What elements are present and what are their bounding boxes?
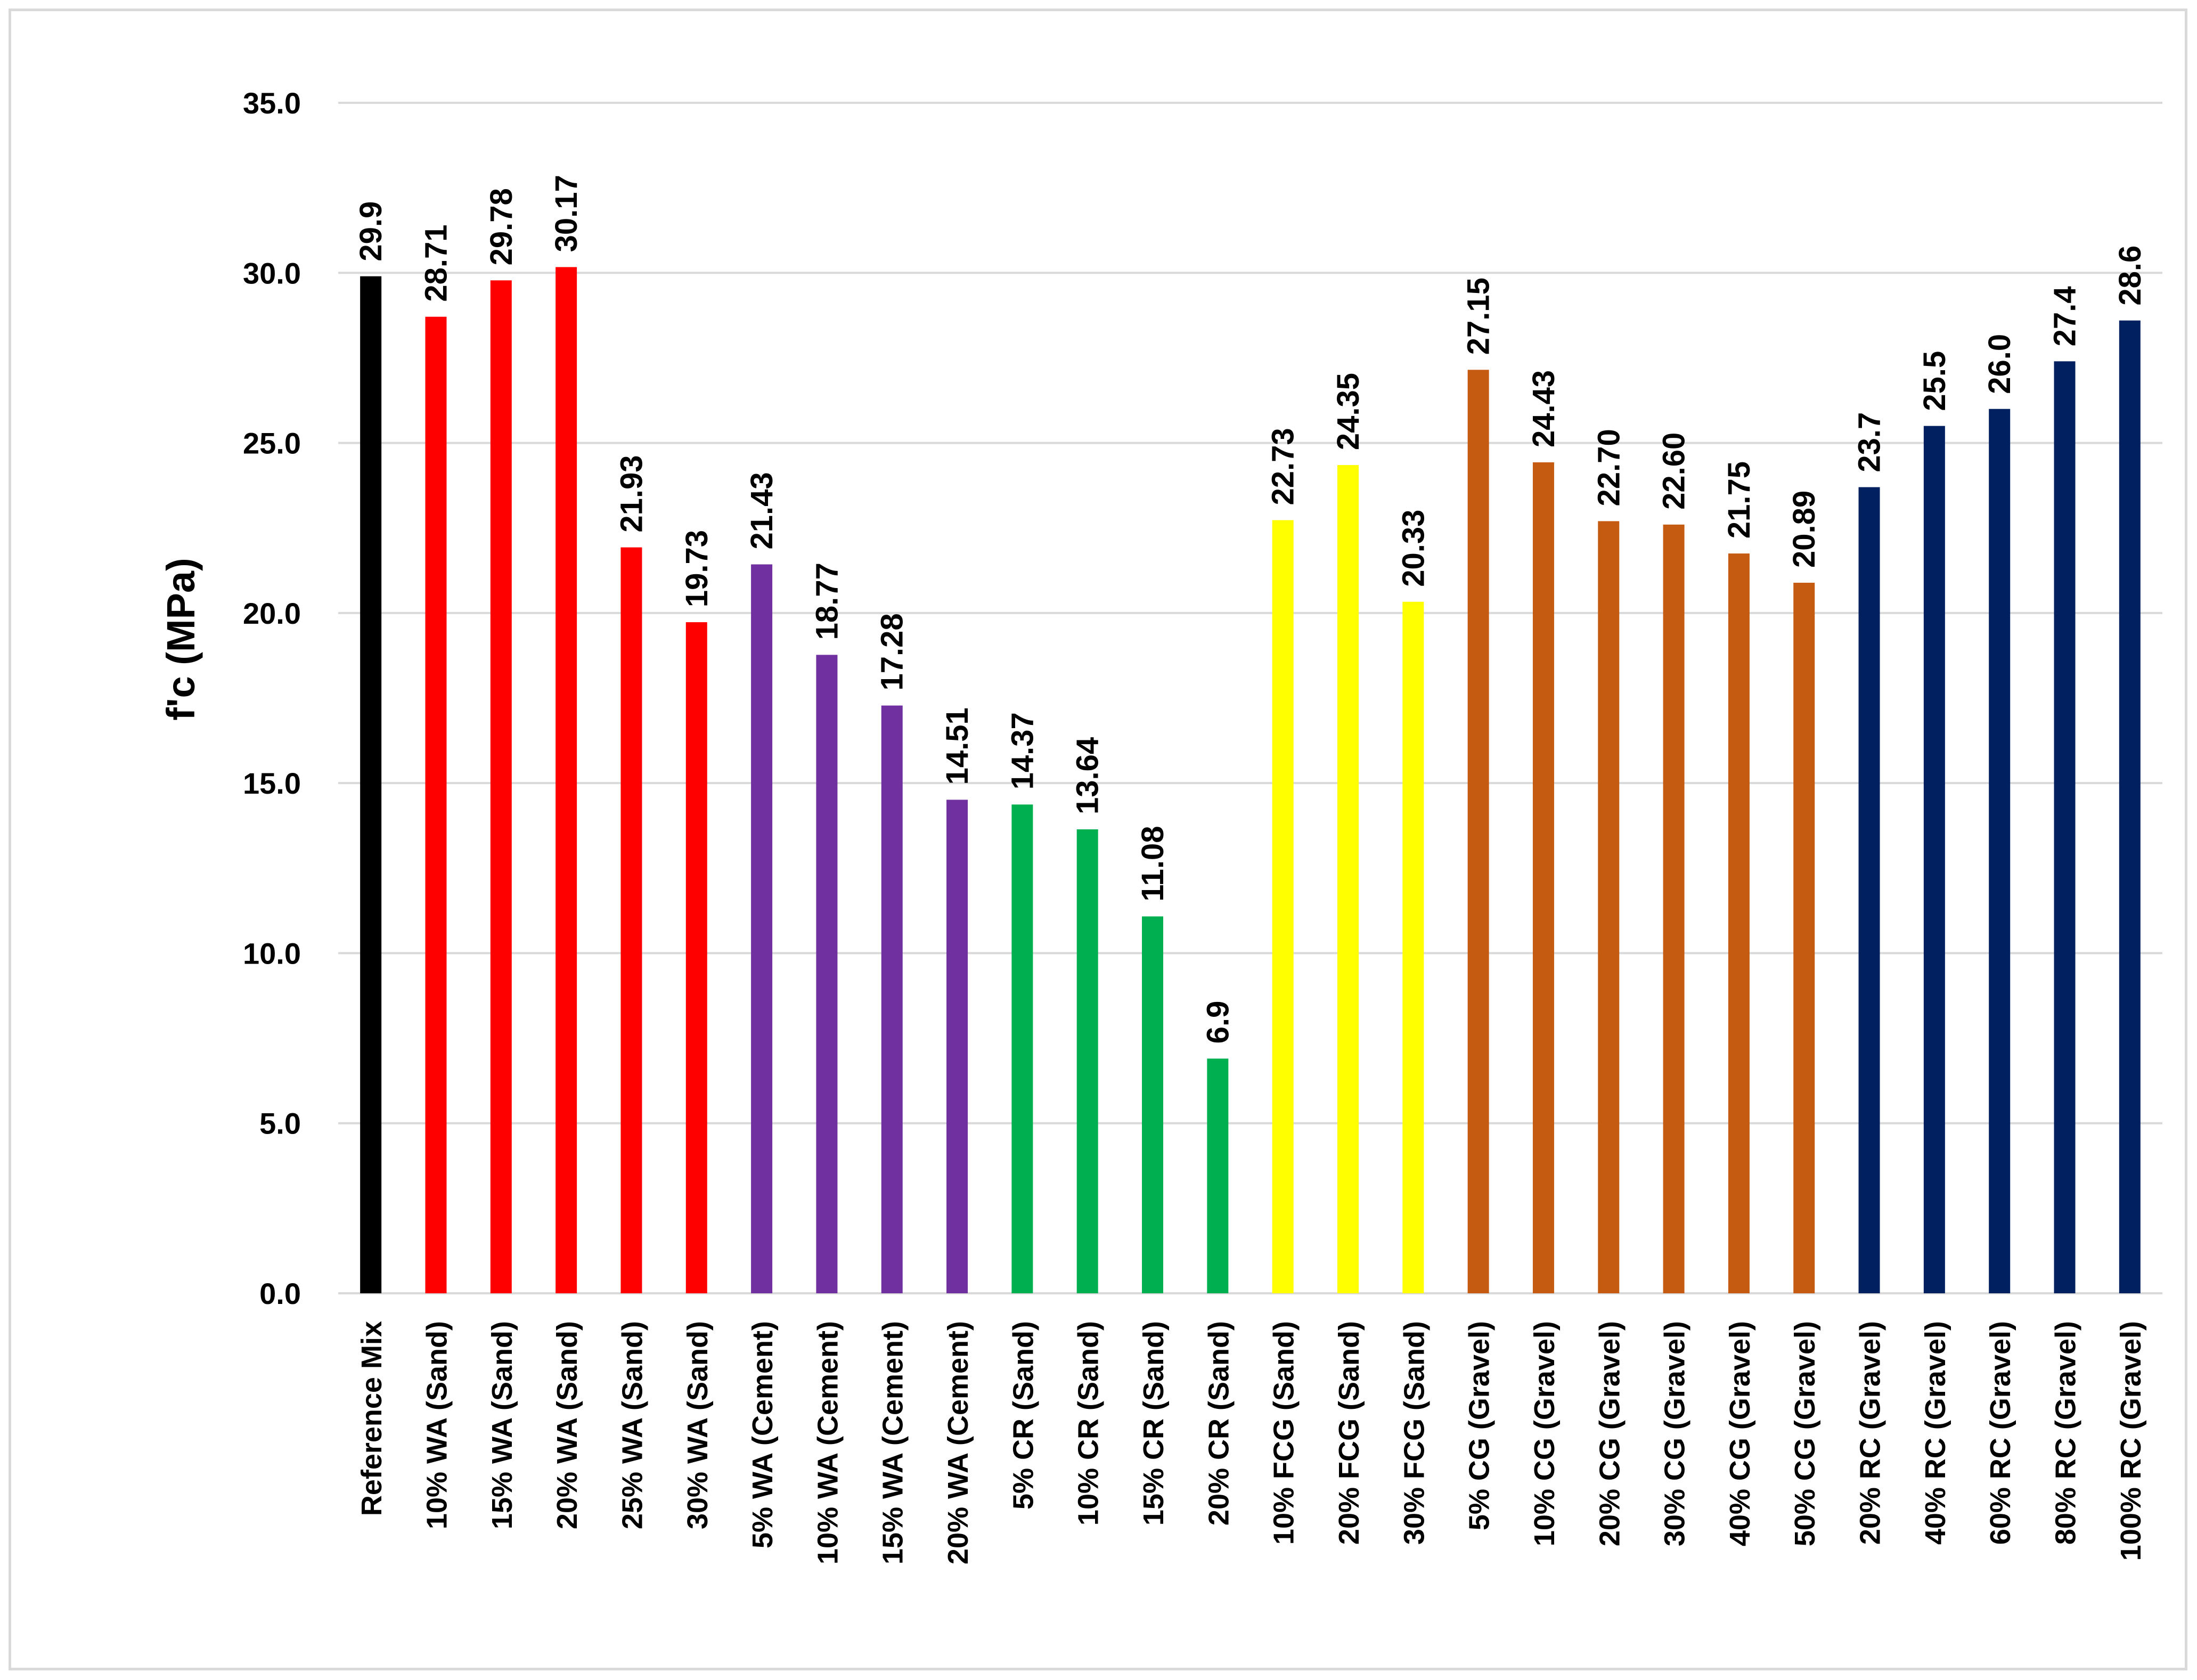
data-labels: 29.9 28.71 29.78 30.17 21.93 19.73 21.43 18.77 1… (354, 175, 2147, 1043)
y-axis-title: f'c (MPa) (159, 558, 203, 720)
y-tick-label: 0.0 (259, 1277, 301, 1310)
x-tick-label: Reference Mix (356, 1321, 388, 1516)
x-tick-label: 20% WA (Sand) (551, 1321, 583, 1529)
data-label: 29.9 (354, 201, 388, 262)
data-label: 29.78 (484, 188, 519, 265)
bar (1207, 1058, 1229, 1293)
bar (1989, 409, 2011, 1293)
y-tick-label: 15.0 (243, 766, 301, 800)
x-tick-label: 10% WA (Cement) (812, 1321, 844, 1564)
x-tick-label: 50% CG (Gravel) (1789, 1321, 1821, 1546)
bar (490, 280, 512, 1294)
bar (1923, 426, 1945, 1294)
data-label: 22.60 (1657, 433, 1692, 510)
gridlines (338, 102, 2162, 1294)
x-tick-label: 30% WA (Sand) (682, 1321, 714, 1529)
bar (1467, 370, 1489, 1293)
x-tick-label: 30% FCG (Sand) (1398, 1321, 1430, 1545)
bar (1402, 601, 1424, 1293)
data-label: 21.93 (614, 455, 649, 532)
y-tick-label: 20.0 (243, 597, 301, 630)
x-tick-label: 100% RC (Gravel) (2115, 1321, 2147, 1561)
x-tick-label: 5% WA (Cement) (747, 1321, 779, 1548)
x-tick-label: 20% WA (Cement) (942, 1321, 974, 1564)
x-tick-label: 10% CG (Gravel) (1529, 1321, 1561, 1546)
bar (816, 655, 838, 1293)
bar (1011, 804, 1033, 1293)
bar (360, 276, 382, 1294)
bar (1858, 487, 1880, 1293)
x-tick-label: 20% CG (Gravel) (1594, 1321, 1626, 1546)
bar (1076, 829, 1098, 1293)
y-tick-label: 10.0 (243, 936, 301, 970)
data-label: 28.6 (2113, 246, 2147, 306)
data-label: 22.70 (1591, 429, 1626, 506)
x-tick-label: 25% WA (Sand) (616, 1321, 648, 1529)
bar (1728, 553, 1750, 1293)
bar (1532, 462, 1554, 1293)
data-label: 30.17 (549, 175, 584, 252)
data-label: 23.7 (1852, 412, 1887, 472)
data-label: 24.35 (1331, 373, 1366, 450)
data-label: 11.08 (1136, 826, 1170, 902)
x-tick-label: 40% RC (Gravel) (1920, 1321, 1951, 1545)
bar (685, 622, 707, 1293)
y-tick-label: 5.0 (259, 1107, 301, 1140)
x-tick-label: 10% CR (Sand) (1073, 1321, 1105, 1526)
bar (1272, 520, 1294, 1294)
x-tick-label: 15% CR (Sand) (1138, 1321, 1170, 1526)
data-label: 6.9 (1200, 1001, 1235, 1044)
data-label: 20.89 (1787, 491, 1822, 568)
x-tick-label: 80% RC (Gravel) (2050, 1321, 2082, 1545)
x-tick-label: 15% WA (Sand) (486, 1321, 518, 1529)
data-label: 14.51 (940, 707, 975, 785)
data-label: 25.5 (1917, 351, 1952, 411)
bar (620, 547, 642, 1293)
data-label: 18.77 (810, 562, 844, 640)
y-axis-ticks: 0.0 5.0 10.0 15.0 20.0 25.0 30.0 35.0 (243, 86, 301, 1310)
x-tick-label: 20% FCG (Sand) (1333, 1321, 1365, 1545)
bar (1598, 521, 1620, 1293)
x-tick-label: 10% FCG (Sand) (1268, 1321, 1300, 1545)
bars (360, 267, 2141, 1294)
bar (2119, 320, 2141, 1293)
x-tick-label: 10% WA (Sand) (421, 1321, 453, 1529)
bar (425, 316, 447, 1294)
y-tick-label: 25.0 (243, 427, 301, 460)
bar (2054, 361, 2076, 1294)
data-label: 27.4 (2048, 286, 2082, 346)
data-label: 24.43 (1526, 370, 1561, 447)
data-label: 22.73 (1266, 428, 1301, 505)
bar (1142, 916, 1164, 1293)
data-label: 26.0 (1982, 334, 2017, 394)
x-tick-label: 40% CG (Gravel) (1724, 1321, 1756, 1546)
bar (881, 705, 903, 1293)
data-label: 21.75 (1722, 461, 1757, 539)
y-tick-label: 35.0 (243, 86, 301, 120)
data-label: 21.43 (745, 472, 779, 549)
x-tick-label: 15% WA (Cement) (877, 1321, 909, 1564)
data-label: 14.37 (1005, 712, 1040, 789)
bar (1337, 465, 1359, 1293)
data-label: 17.28 (875, 613, 910, 690)
x-tick-label: 5% CR (Sand) (1007, 1321, 1039, 1510)
x-tick-label: 5% CG (Gravel) (1464, 1321, 1496, 1530)
data-label: 13.64 (1071, 737, 1105, 814)
x-axis-category-labels: Reference Mix 10% WA (Sand) 15% WA (Sand) 2… (356, 1321, 2147, 1564)
bar (946, 800, 968, 1293)
data-label: 28.71 (419, 225, 453, 302)
x-tick-label: 20% RC (Gravel) (1855, 1321, 1886, 1545)
bar (751, 564, 773, 1293)
data-label: 20.33 (1396, 510, 1431, 587)
y-tick-label: 30.0 (243, 256, 301, 290)
bar (1793, 583, 1815, 1293)
x-tick-label: 20% CR (Sand) (1203, 1321, 1235, 1526)
bar (556, 267, 577, 1294)
data-label: 27.15 (1461, 278, 1496, 355)
data-label: 19.73 (680, 530, 714, 607)
bar (1663, 524, 1685, 1293)
x-tick-label: 30% CG (Gravel) (1659, 1321, 1691, 1546)
x-tick-label: 60% RC (Gravel) (1984, 1321, 2016, 1545)
